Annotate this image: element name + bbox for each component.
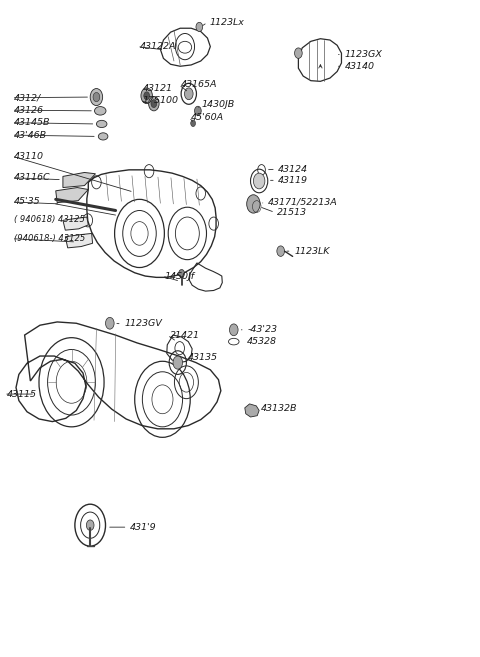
Text: 1123GV: 1123GV <box>124 319 162 328</box>
Text: (940618-) 43125: (940618-) 43125 <box>14 234 85 243</box>
Text: 43116C: 43116C <box>14 173 51 182</box>
Circle shape <box>196 22 203 32</box>
Text: 43121: 43121 <box>143 84 172 93</box>
Text: 43'46B: 43'46B <box>14 131 47 139</box>
Polygon shape <box>65 233 93 248</box>
Circle shape <box>247 194 260 213</box>
Text: 43145B: 43145B <box>14 118 50 127</box>
Text: 43140: 43140 <box>344 62 374 71</box>
Circle shape <box>144 92 150 100</box>
Ellipse shape <box>98 133 108 140</box>
Text: 45'60A: 45'60A <box>191 113 224 122</box>
Circle shape <box>229 324 238 336</box>
Circle shape <box>173 356 182 369</box>
Circle shape <box>86 520 94 530</box>
Text: 43110: 43110 <box>14 152 44 160</box>
Text: 4312/: 4312/ <box>14 93 41 102</box>
Circle shape <box>295 48 302 58</box>
Circle shape <box>184 88 193 100</box>
Circle shape <box>93 93 100 102</box>
Circle shape <box>253 173 265 189</box>
Polygon shape <box>63 173 96 187</box>
Text: 45328: 45328 <box>247 337 277 346</box>
Text: 1123Lx: 1123Lx <box>210 18 245 27</box>
Text: 43165A: 43165A <box>181 80 217 89</box>
Text: 43126: 43126 <box>14 106 44 115</box>
Text: 43132B: 43132B <box>261 404 297 413</box>
Text: 14S0Jf: 14S0Jf <box>164 271 194 281</box>
Circle shape <box>141 88 153 104</box>
Text: -43'23: -43'23 <box>247 325 277 334</box>
Text: 43135: 43135 <box>188 353 218 362</box>
Text: 1123LK: 1123LK <box>294 246 330 256</box>
Polygon shape <box>63 217 88 230</box>
Text: 43171/52213A: 43171/52213A <box>268 198 337 206</box>
Text: 43124: 43124 <box>278 165 308 173</box>
Text: 45'35: 45'35 <box>14 198 41 206</box>
Polygon shape <box>245 404 259 417</box>
Text: 43122A: 43122A <box>140 42 176 51</box>
Text: 21421: 21421 <box>169 330 200 340</box>
Circle shape <box>179 269 184 277</box>
Circle shape <box>277 246 285 256</box>
Text: 431'9: 431'9 <box>130 523 156 532</box>
Ellipse shape <box>96 120 107 127</box>
Text: 17S100: 17S100 <box>143 96 179 105</box>
Text: 1430JB: 1430JB <box>202 100 235 109</box>
Text: 43115: 43115 <box>6 390 36 399</box>
Text: 1123GX: 1123GX <box>344 50 382 59</box>
Text: 21513: 21513 <box>277 208 307 217</box>
Text: ( 940618) 43125: ( 940618) 43125 <box>14 215 85 223</box>
Polygon shape <box>56 187 88 202</box>
Circle shape <box>149 97 159 111</box>
Ellipse shape <box>95 106 106 115</box>
Text: 43119: 43119 <box>278 176 308 185</box>
Circle shape <box>191 120 195 127</box>
Circle shape <box>90 89 103 106</box>
Circle shape <box>151 100 157 108</box>
Circle shape <box>106 317 114 329</box>
Circle shape <box>194 106 201 116</box>
